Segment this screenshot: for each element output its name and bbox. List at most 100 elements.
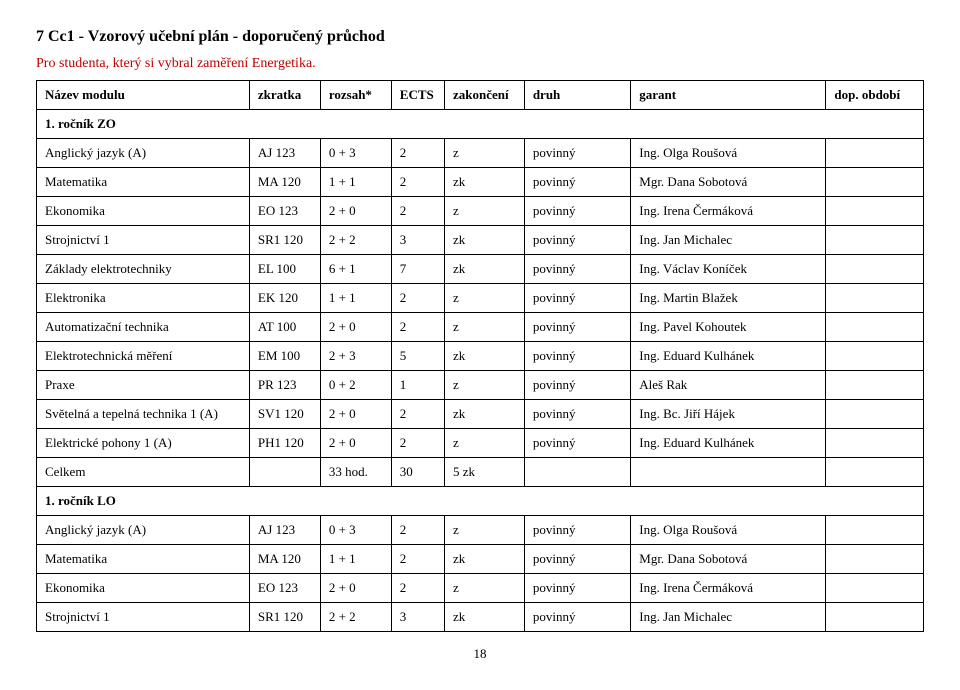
cell: povinný <box>524 284 630 313</box>
col-header: zkratka <box>249 81 320 110</box>
table-row: Elektrotechnická měřeníEM 1002 + 35zkpov… <box>37 342 924 371</box>
cell <box>826 516 924 545</box>
cell: 5 <box>391 342 444 371</box>
cell: EO 123 <box>249 574 320 603</box>
cell: Ing. Jan Michalec <box>631 226 826 255</box>
cell: 0 + 3 <box>320 516 391 545</box>
cell: povinný <box>524 139 630 168</box>
cell <box>524 458 630 487</box>
cell: 6 + 1 <box>320 255 391 284</box>
table-row: Základy elektrotechnikyEL 1006 + 17zkpov… <box>37 255 924 284</box>
cell <box>826 371 924 400</box>
cell: MA 120 <box>249 545 320 574</box>
cell: z <box>445 371 525 400</box>
cell: SV1 120 <box>249 400 320 429</box>
cell: 2 + 2 <box>320 226 391 255</box>
table-row: EkonomikaEO 1232 + 02zpovinnýIng. Irena … <box>37 197 924 226</box>
cell <box>826 168 924 197</box>
cell: povinný <box>524 545 630 574</box>
cell: 3 <box>391 603 444 632</box>
cell <box>826 284 924 313</box>
cell: EK 120 <box>249 284 320 313</box>
cell: 1 + 1 <box>320 168 391 197</box>
cell: Strojnictví 1 <box>37 226 250 255</box>
cell: Celkem <box>37 458 250 487</box>
cell: 5 zk <box>445 458 525 487</box>
cell: z <box>445 516 525 545</box>
cell: AJ 123 <box>249 139 320 168</box>
cell <box>249 458 320 487</box>
table-row: MatematikaMA 1201 + 12zkpovinnýMgr. Dana… <box>37 168 924 197</box>
cell: 2 <box>391 516 444 545</box>
cell: z <box>445 284 525 313</box>
cell: 2 <box>391 139 444 168</box>
col-header: garant <box>631 81 826 110</box>
cell: EO 123 <box>249 197 320 226</box>
cell: 1 + 1 <box>320 545 391 574</box>
cell: 2 + 0 <box>320 574 391 603</box>
cell: Základy elektrotechniky <box>37 255 250 284</box>
cell: 2 <box>391 574 444 603</box>
cell: zk <box>445 545 525 574</box>
col-header: zakončení <box>445 81 525 110</box>
cell: z <box>445 139 525 168</box>
cell: Ekonomika <box>37 574 250 603</box>
cell: povinný <box>524 429 630 458</box>
table-row: Anglický jazyk (A)AJ 1230 + 32zpovinnýIn… <box>37 139 924 168</box>
cell: Ing. Eduard Kulhánek <box>631 429 826 458</box>
cell: Světelná a tepelná technika 1 (A) <box>37 400 250 429</box>
cell: povinný <box>524 516 630 545</box>
cell: Anglický jazyk (A) <box>37 516 250 545</box>
table-row: PraxePR 1230 + 21zpovinnýAleš Rak <box>37 371 924 400</box>
col-header: dop. období <box>826 81 924 110</box>
cell: Mgr. Dana Sobotová <box>631 168 826 197</box>
cell: 2 <box>391 545 444 574</box>
col-header: rozsah* <box>320 81 391 110</box>
cell: povinný <box>524 400 630 429</box>
cell: 2 + 0 <box>320 197 391 226</box>
cell: 2 + 0 <box>320 313 391 342</box>
cell: 30 <box>391 458 444 487</box>
cell: Ing. Bc. Jiří Hájek <box>631 400 826 429</box>
cell: z <box>445 313 525 342</box>
cell: Ing. Martin Blažek <box>631 284 826 313</box>
total-row: Celkem 33 hod. 30 5 zk <box>37 458 924 487</box>
cell <box>826 429 924 458</box>
page-number: 18 <box>36 646 924 662</box>
cell: Mgr. Dana Sobotová <box>631 545 826 574</box>
cell: Elektrotechnická měření <box>37 342 250 371</box>
cell: zk <box>445 255 525 284</box>
cell: Ing. Olga Roušová <box>631 516 826 545</box>
cell: z <box>445 429 525 458</box>
cell <box>826 574 924 603</box>
cell <box>826 400 924 429</box>
cell: 33 hod. <box>320 458 391 487</box>
cell: povinný <box>524 197 630 226</box>
cell: 3 <box>391 226 444 255</box>
cell: Ing. Václav Koníček <box>631 255 826 284</box>
cell: 0 + 2 <box>320 371 391 400</box>
cell: Elektrické pohony 1 (A) <box>37 429 250 458</box>
cell: zk <box>445 226 525 255</box>
subheading: Pro studenta, který si vybral zaměření E… <box>36 56 924 72</box>
cell: Ing. Irena Čermáková <box>631 197 826 226</box>
table-row: EkonomikaEO 1232 + 02zpovinnýIng. Irena … <box>37 574 924 603</box>
col-header: ECTS <box>391 81 444 110</box>
cell <box>826 458 924 487</box>
col-header: Název modulu <box>37 81 250 110</box>
cell: EM 100 <box>249 342 320 371</box>
cell <box>826 226 924 255</box>
cell: povinný <box>524 255 630 284</box>
cell <box>826 139 924 168</box>
cell: 7 <box>391 255 444 284</box>
section-label: 1. ročník ZO <box>37 110 924 139</box>
cell: 2 <box>391 168 444 197</box>
cell: 2 + 2 <box>320 603 391 632</box>
cell: zk <box>445 400 525 429</box>
table-row: Elektrické pohony 1 (A)PH1 1202 + 02zpov… <box>37 429 924 458</box>
table-row: ElektronikaEK 1201 + 12zpovinnýIng. Mart… <box>37 284 924 313</box>
cell: PH1 120 <box>249 429 320 458</box>
cell: 2 + 0 <box>320 400 391 429</box>
table-row: Strojnictví 1SR1 1202 + 23zkpovinnýIng. … <box>37 226 924 255</box>
cell: Ing. Irena Čermáková <box>631 574 826 603</box>
